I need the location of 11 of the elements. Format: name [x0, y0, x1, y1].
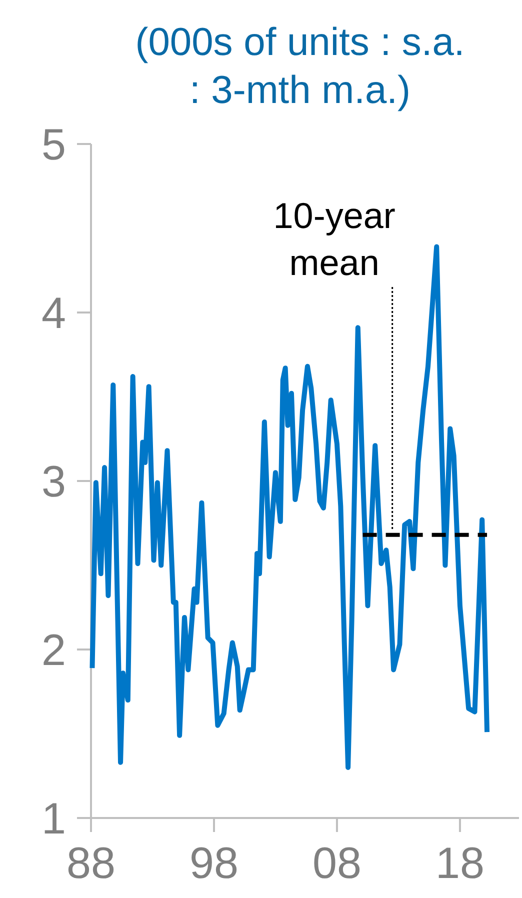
y-tick-label: 5: [42, 120, 66, 170]
annotation: 10-year mean: [273, 195, 396, 283]
x-tick-label: 18: [435, 839, 484, 888]
x-tick-label: 88: [66, 839, 116, 888]
y-tick-label: 1: [42, 794, 66, 844]
x-tick-label: 98: [190, 839, 238, 888]
y-tick-label: 4: [42, 288, 66, 338]
x-tick-label: 08: [312, 839, 362, 888]
chart-title: (000s of units : s.a. : 3-mth m.a.): [135, 21, 465, 112]
y-tick-label: 3: [42, 457, 66, 506]
y-tick-label: 2: [42, 626, 66, 675]
